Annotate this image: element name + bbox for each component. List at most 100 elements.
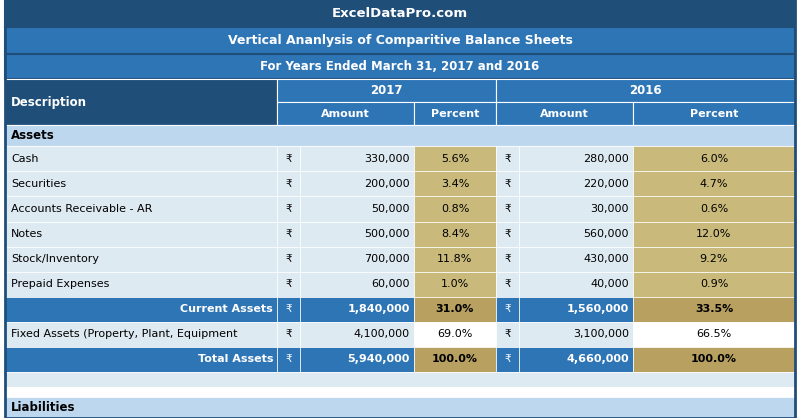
Text: Cash: Cash xyxy=(11,154,38,164)
Text: 1,840,000: 1,840,000 xyxy=(348,304,410,314)
Text: Fixed Assets (Property, Plant, Equipment: Fixed Assets (Property, Plant, Equipment xyxy=(11,329,238,339)
Bar xyxy=(277,322,300,347)
Text: ₹: ₹ xyxy=(504,179,511,189)
Bar xyxy=(5,322,277,347)
Bar xyxy=(300,272,414,297)
Text: 3.4%: 3.4% xyxy=(441,179,469,189)
Text: 12.0%: 12.0% xyxy=(696,229,732,239)
Bar xyxy=(496,272,519,297)
Text: ₹: ₹ xyxy=(504,229,511,239)
Text: 8.4%: 8.4% xyxy=(441,229,470,239)
Text: Amount: Amount xyxy=(321,109,370,119)
Text: 500,000: 500,000 xyxy=(365,229,410,239)
Bar xyxy=(633,247,795,272)
Text: ExcelDataPro.com: ExcelDataPro.com xyxy=(332,7,468,20)
Bar xyxy=(519,297,633,322)
Bar xyxy=(414,272,496,297)
Bar xyxy=(277,79,496,102)
Text: 11.8%: 11.8% xyxy=(438,254,473,264)
Text: ₹: ₹ xyxy=(504,354,511,364)
Bar xyxy=(633,297,795,322)
Bar xyxy=(277,171,300,196)
Bar xyxy=(300,347,414,372)
Bar xyxy=(633,272,795,297)
Text: Securities: Securities xyxy=(11,179,66,189)
Bar xyxy=(300,196,414,222)
Bar xyxy=(414,222,496,247)
Text: 2017: 2017 xyxy=(370,84,402,97)
Bar xyxy=(633,196,795,222)
Text: 100.0%: 100.0% xyxy=(691,354,737,364)
Bar xyxy=(300,322,414,347)
Text: 0.8%: 0.8% xyxy=(441,204,469,214)
Text: Vertical Ananlysis of Comparitive Balance Sheets: Vertical Ananlysis of Comparitive Balanc… xyxy=(227,34,573,47)
Text: 69.0%: 69.0% xyxy=(438,329,473,339)
Bar xyxy=(496,297,519,322)
Text: 220,000: 220,000 xyxy=(583,179,629,189)
Bar xyxy=(496,196,519,222)
Bar xyxy=(414,347,496,372)
Text: 30,000: 30,000 xyxy=(590,204,629,214)
Bar xyxy=(633,347,795,372)
Bar xyxy=(414,322,496,347)
Text: 31.0%: 31.0% xyxy=(436,304,474,314)
Bar xyxy=(496,247,519,272)
Text: ₹: ₹ xyxy=(285,254,292,264)
Text: ₹: ₹ xyxy=(504,279,511,289)
Text: ₹: ₹ xyxy=(504,154,511,164)
Bar xyxy=(277,146,300,171)
Text: ₹: ₹ xyxy=(285,304,292,314)
Bar xyxy=(414,146,496,171)
Text: ₹: ₹ xyxy=(285,204,292,214)
Text: For Years Ended March 31, 2017 and 2016: For Years Ended March 31, 2017 and 2016 xyxy=(260,60,540,74)
Bar xyxy=(414,171,496,196)
Text: Prepaid Expenses: Prepaid Expenses xyxy=(11,279,110,289)
Text: ₹: ₹ xyxy=(504,254,511,264)
Bar xyxy=(5,79,277,125)
Bar xyxy=(496,171,519,196)
Bar xyxy=(5,222,277,247)
Bar xyxy=(5,247,277,272)
Bar xyxy=(5,0,795,27)
Text: ₹: ₹ xyxy=(504,329,511,339)
Bar xyxy=(5,196,277,222)
Bar xyxy=(300,222,414,247)
Text: Amount: Amount xyxy=(540,109,589,119)
Bar xyxy=(519,196,633,222)
Text: 40,000: 40,000 xyxy=(590,279,629,289)
Bar xyxy=(277,222,300,247)
Bar xyxy=(496,322,519,347)
Text: 4,660,000: 4,660,000 xyxy=(566,354,629,364)
Text: 330,000: 330,000 xyxy=(365,154,410,164)
Text: 4.7%: 4.7% xyxy=(700,179,728,189)
Text: 50,000: 50,000 xyxy=(371,204,410,214)
Bar xyxy=(5,146,277,171)
Text: 60,000: 60,000 xyxy=(371,279,410,289)
Bar xyxy=(414,102,496,125)
Text: Notes: Notes xyxy=(11,229,43,239)
Bar xyxy=(519,146,633,171)
Bar xyxy=(300,247,414,272)
Text: 1.0%: 1.0% xyxy=(441,279,469,289)
Bar xyxy=(519,272,633,297)
Text: Total Assets: Total Assets xyxy=(198,354,273,364)
Text: 9.2%: 9.2% xyxy=(700,254,728,264)
Bar xyxy=(277,297,300,322)
Text: ₹: ₹ xyxy=(504,304,511,314)
Bar xyxy=(277,196,300,222)
Text: 3,100,000: 3,100,000 xyxy=(573,329,629,339)
Bar xyxy=(633,322,795,347)
Bar xyxy=(300,297,414,322)
Text: Stock/Inventory: Stock/Inventory xyxy=(11,254,99,264)
Bar xyxy=(5,347,277,372)
Bar xyxy=(5,171,277,196)
Text: ₹: ₹ xyxy=(285,354,292,364)
Bar xyxy=(633,102,795,125)
Text: Percent: Percent xyxy=(690,109,738,119)
Bar xyxy=(5,372,795,387)
Text: 700,000: 700,000 xyxy=(364,254,410,264)
Bar xyxy=(300,171,414,196)
Text: ₹: ₹ xyxy=(285,154,292,164)
Bar xyxy=(496,222,519,247)
Text: ₹: ₹ xyxy=(285,229,292,239)
